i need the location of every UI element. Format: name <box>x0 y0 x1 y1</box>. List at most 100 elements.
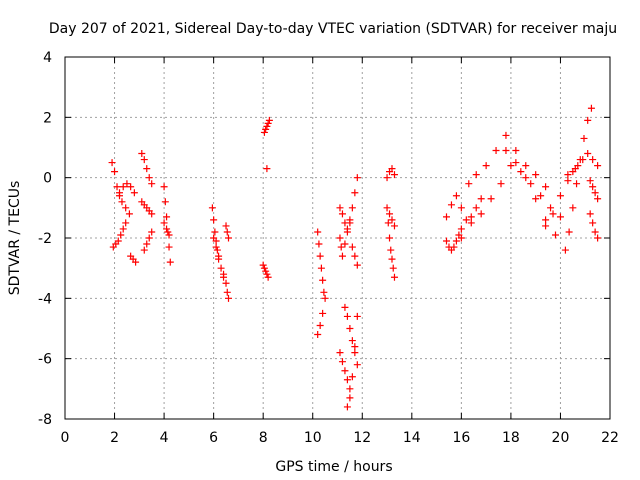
data-point <box>497 180 505 188</box>
data-series-arc-20 <box>336 219 354 260</box>
data-series-arc-01 <box>108 159 133 218</box>
data-point <box>450 243 458 251</box>
x-tick-label: 2 <box>110 430 119 446</box>
data-point <box>314 331 322 339</box>
data-series-arc-15 <box>263 165 271 173</box>
data-point <box>148 228 156 236</box>
data-point <box>317 264 325 272</box>
data-point <box>223 228 231 236</box>
data-series-arc-13 <box>222 222 232 242</box>
data-point <box>564 177 572 185</box>
data-point <box>556 213 564 221</box>
data-point <box>388 165 396 173</box>
data-point <box>487 195 495 203</box>
data-point <box>346 385 354 393</box>
data-point <box>467 213 475 221</box>
data-point <box>353 174 361 182</box>
data-point <box>145 234 153 242</box>
data-point <box>447 201 455 209</box>
data-point <box>210 234 218 242</box>
data-point <box>388 216 396 224</box>
data-point <box>532 195 540 203</box>
x-tick-label: 14 <box>403 430 421 446</box>
data-point <box>502 131 510 139</box>
data-point <box>522 174 530 182</box>
data-point <box>522 162 530 170</box>
data-series-arc-28 <box>443 225 465 254</box>
data-point <box>390 222 398 230</box>
data-point <box>108 159 116 167</box>
data-point <box>452 192 460 200</box>
data-point <box>353 312 361 320</box>
data-point <box>208 204 216 212</box>
data-series-arc-06 <box>138 198 156 218</box>
data-points <box>108 104 602 411</box>
data-point <box>264 273 272 281</box>
data-point <box>337 243 345 251</box>
x-tick-labels: 0 2 4 6 8 10 12 14 16 18 20 22 <box>61 430 619 446</box>
data-point <box>213 246 221 254</box>
data-point <box>564 171 572 179</box>
data-series-arc-21 <box>336 349 354 393</box>
data-point <box>338 252 346 260</box>
data-point <box>148 210 156 218</box>
data-point <box>116 189 123 197</box>
data-point <box>353 261 361 269</box>
data-point <box>594 195 602 203</box>
data-point <box>163 213 171 221</box>
data-point <box>217 264 225 272</box>
data-point <box>259 261 267 269</box>
data-point <box>584 150 592 158</box>
x-tick-label: 12 <box>353 430 371 446</box>
y-tick-label: -8 <box>38 412 52 428</box>
data-point <box>507 162 515 170</box>
data-series-arc-03 <box>116 180 138 197</box>
data-point <box>215 252 223 260</box>
data-series-arc-31 <box>457 162 564 242</box>
data-point <box>319 309 327 317</box>
data-point <box>165 243 173 251</box>
data-point <box>123 180 131 188</box>
data-point <box>390 171 398 179</box>
data-point <box>343 376 351 384</box>
data-point <box>210 216 218 224</box>
data-series-arc-02 <box>109 219 130 251</box>
data-point <box>264 119 272 127</box>
data-series-arc-27 <box>386 210 398 230</box>
data-point <box>315 240 323 248</box>
data-point <box>573 180 581 188</box>
data-series-arc-32 <box>502 147 559 239</box>
data-series-arc-18 <box>314 294 329 339</box>
x-tick-label: 0 <box>61 430 70 446</box>
data-point <box>263 165 271 173</box>
data-point <box>512 147 520 155</box>
data-series-arc-14 <box>260 116 273 136</box>
data-point <box>122 204 130 212</box>
x-tick-label: 6 <box>209 430 218 446</box>
axis-ticks <box>64 56 611 420</box>
x-tick-label: 18 <box>502 430 520 446</box>
data-point <box>111 168 119 176</box>
data-point <box>336 204 344 212</box>
data-point <box>383 204 391 212</box>
data-point <box>452 237 460 245</box>
data-point <box>263 270 271 278</box>
data-point <box>477 210 485 218</box>
data-point <box>346 394 354 402</box>
data-series-arc-22 <box>343 312 361 411</box>
data-series-arc-04 <box>127 252 140 266</box>
data-point <box>130 189 138 197</box>
data-point <box>321 294 329 302</box>
y-tick-label: 2 <box>43 110 52 126</box>
data-point <box>591 189 599 197</box>
data-point <box>336 234 344 242</box>
data-point <box>348 243 356 251</box>
data-series-arc-30 <box>465 131 550 191</box>
data-point <box>386 210 394 218</box>
data-point <box>457 204 465 212</box>
data-point <box>517 168 525 176</box>
data-point <box>262 267 270 275</box>
data-point <box>140 156 148 164</box>
data-point <box>143 165 151 173</box>
